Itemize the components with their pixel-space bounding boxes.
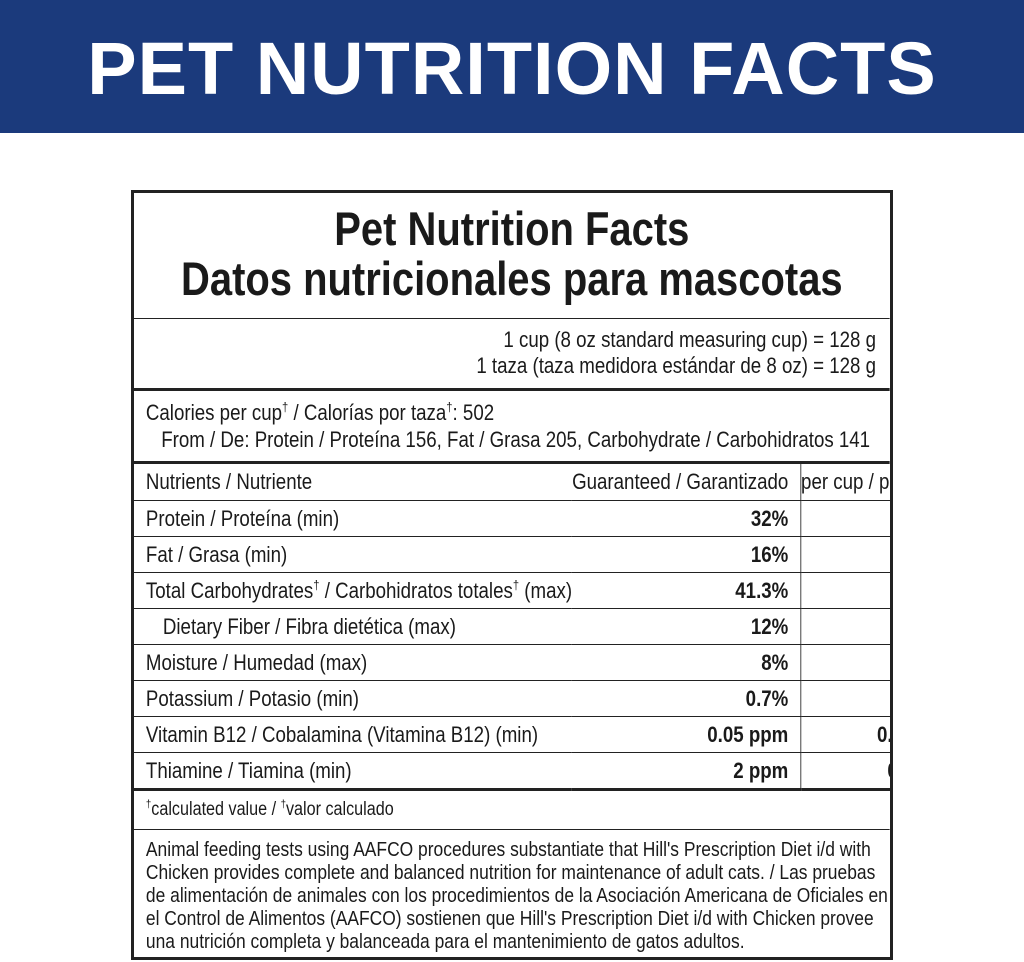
banner — [0, 0, 1024, 133]
statement-line: de alimentación de animales con los proc… — [145, 884, 888, 907]
title-line: Datos nutricionales para mascotas — [181, 252, 843, 305]
statement-line: una nutrición completa y balanceada para… — [145, 930, 745, 953]
guaranteed-value: 41.3% — [572, 572, 802, 609]
per-cup-value: 52.9 g — [800, 572, 890, 609]
statement: Animal feeding tests using AAFCO procedu… — [134, 830, 890, 953]
per-cup-value: 10.2 g — [800, 644, 890, 681]
nutrient-row: Total Carbohydrates† / Carbohidratos tot… — [134, 572, 890, 609]
header-row: Nutrients / Nutriente Guaranteed / Garan… — [134, 464, 890, 501]
guaranteed-value: 8% — [572, 644, 802, 681]
per-cup-value: 0.01 mg — [800, 716, 890, 753]
guaranteed-value: 12% — [572, 608, 802, 645]
nutrient-name: Vitamin B12 / Cobalamina (Vitamina B12) … — [134, 716, 573, 753]
guaranteed-value: 2 ppm — [572, 752, 802, 791]
serving-line: 1 taza (taza medidora estándar de 8 oz) … — [476, 353, 877, 378]
banner-title: PET NUTRITION FACTS — [87, 27, 937, 110]
nutrient-name: Moisture / Humedad (max) — [134, 644, 573, 681]
statement-line: el Control de Alimentos (AAFCO) sostiene… — [145, 907, 874, 930]
table-body: Nutrients / Nutriente Guaranteed / Garan… — [134, 464, 890, 791]
nutrient-row: Moisture / Humedad (max)8%10.2 g — [134, 644, 890, 681]
statement-line: Chicken provides complete and balanced n… — [145, 861, 876, 884]
nutrient-name: Protein / Proteína (min) — [134, 500, 573, 537]
nutrient-name: Dietary Fiber / Fibra dietética (max) — [134, 608, 573, 645]
per-cup-value: 0.3 mg — [800, 752, 890, 791]
guaranteed-value: 32% — [572, 500, 802, 537]
nutrient-row: Fat / Grasa (min)16%20.5 g — [134, 536, 890, 573]
header-cell: Guaranteed / Garantizado — [572, 464, 802, 501]
per-cup-value: 41 g — [800, 500, 890, 537]
nutrient-row: Protein / Proteína (min)32%41 g — [134, 500, 890, 537]
nutrient-name: Potassium / Potasio (min) — [134, 680, 573, 717]
serving-line: 1 cup (8 oz standard measuring cup) = 12… — [503, 327, 877, 352]
nutrient-name: Total Carbohydrates† / Carbohidratos tot… — [134, 572, 573, 609]
panel-content: Pet Nutrition Facts Datos nutricionales … — [134, 193, 890, 953]
nutrition-panel: Pet Nutrition Facts Datos nutricionales … — [131, 190, 893, 960]
calories-from: From / De: Protein / Proteína 156, Fat /… — [161, 427, 871, 452]
nutrient-name: Thiamine / Tiamina (min) — [134, 752, 573, 791]
nutrient-row: Potassium / Potasio (min)0.7%0.9 g — [134, 680, 890, 717]
per-cup-value: 20.5 g — [800, 536, 890, 573]
header-cell: Nutrients / Nutriente — [134, 464, 573, 501]
footnote: †calculated value / †valor calculado — [134, 791, 890, 830]
statement-line: Animal feeding tests using AAFCO procedu… — [145, 838, 871, 861]
panel-title: Pet Nutrition Facts Datos nutricionales … — [134, 193, 890, 319]
nutrient-row: Dietary Fiber / Fibra dietética (max) 12%… — [134, 608, 890, 645]
serving-size: 1 cup (8 oz standard measuring cup) = 12… — [134, 319, 890, 391]
title-line: Pet Nutrition Facts — [334, 202, 690, 255]
nutrient-table: Nutrients / Nutriente Guaranteed / Garan… — [134, 464, 890, 791]
nutrient-name: Fat / Grasa (min) — [134, 536, 573, 573]
nutrient-row: Vitamin B12 / Cobalamina (Vitamina B12) … — [134, 716, 890, 753]
calories: Calories per cup† / Calorías por taza†: … — [134, 391, 890, 464]
calories-line: Calories per cup† / Calorías por taza†: … — [145, 399, 495, 425]
per-cup-value: 0.9 g — [800, 680, 890, 717]
guaranteed-value: 16% — [572, 536, 802, 573]
guaranteed-value: 0.05 ppm — [572, 716, 802, 753]
guaranteed-value: 0.7% — [572, 680, 802, 717]
per-cup-value: 15.4 g — [800, 608, 890, 645]
header-cell: per cup / por taza — [800, 464, 890, 501]
